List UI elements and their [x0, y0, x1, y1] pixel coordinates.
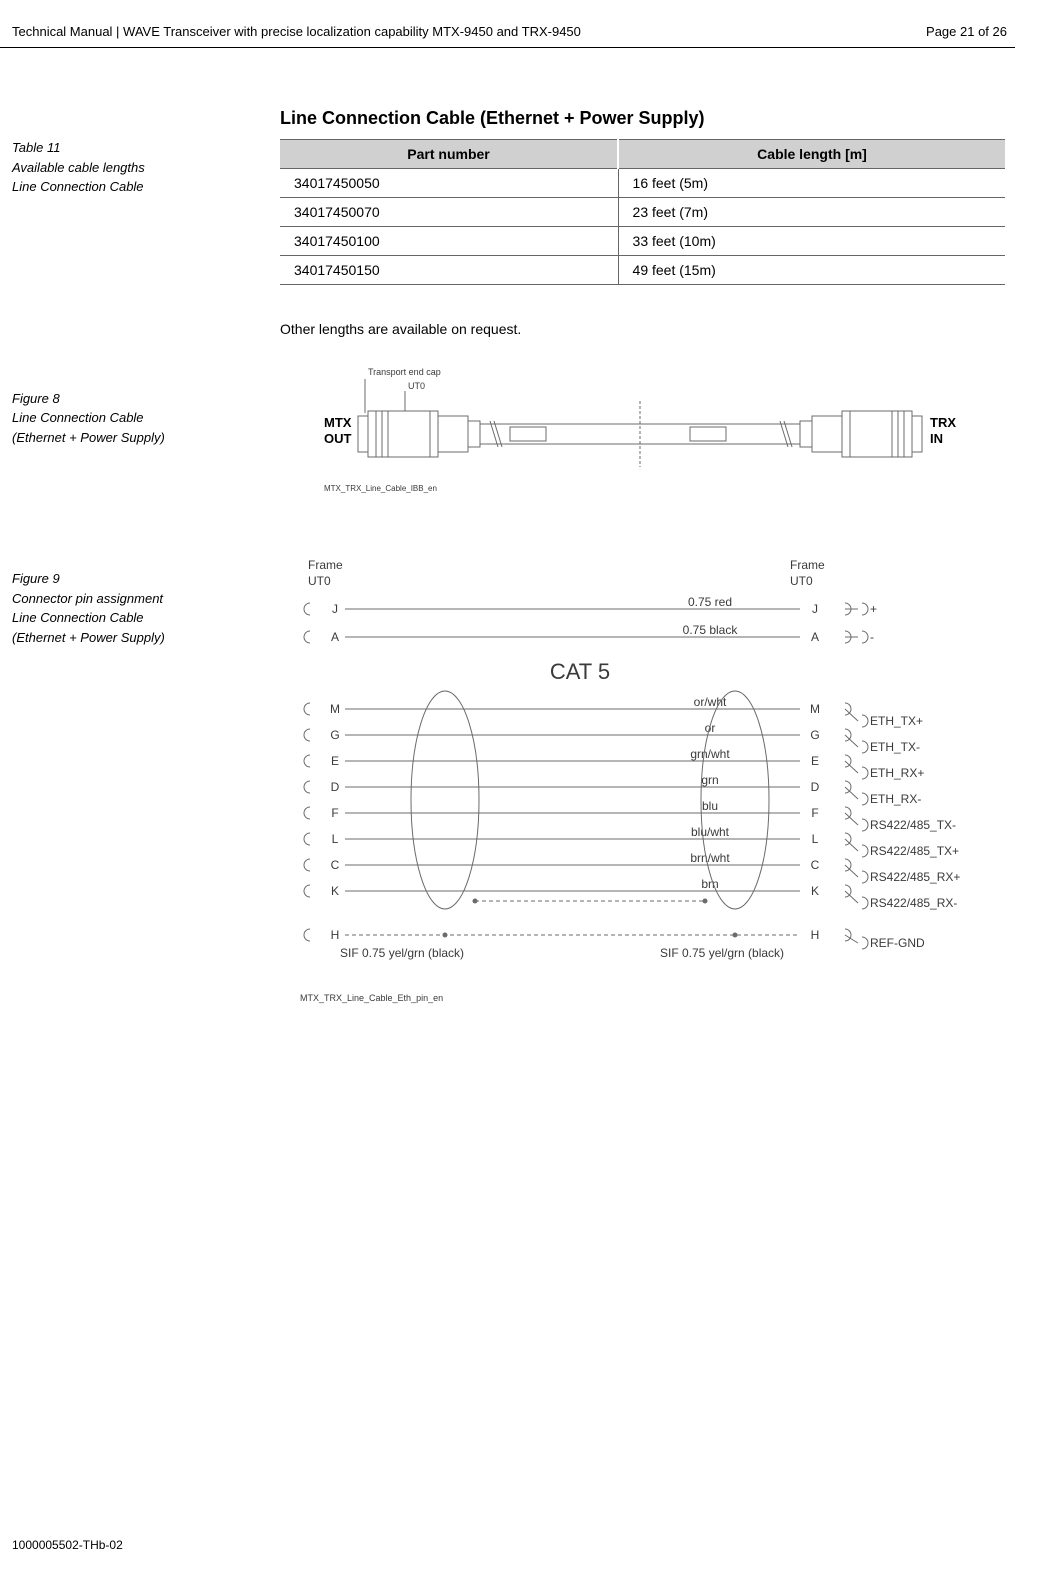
cell-cable-length: 33 feet (10m) [618, 227, 1005, 256]
svg-text:ETH_TX+: ETH_TX+ [870, 714, 923, 728]
label-transport-cap: Transport end cap [368, 367, 441, 377]
svg-text:M: M [330, 702, 340, 716]
label-mtx: MTX [324, 415, 352, 430]
caption-line: Available cable lengths [12, 158, 260, 178]
svg-text:F: F [811, 806, 818, 820]
svg-text:0.75 black: 0.75 black [683, 623, 739, 637]
svg-text:RS422/485_RX-: RS422/485_RX- [870, 896, 957, 910]
cell-part-number: 34017450150 [280, 256, 618, 285]
label-out: OUT [324, 431, 352, 446]
table11-caption: Table 11 Available cable lengths Line Co… [12, 138, 260, 197]
svg-text:G: G [330, 728, 339, 742]
svg-text:SIF 0.75 yel/grn (black): SIF 0.75 yel/grn (black) [340, 946, 464, 960]
header-right: Page 21 of 26 [926, 24, 1007, 39]
svg-text:+: + [870, 602, 877, 616]
svg-text:or: or [705, 721, 716, 735]
svg-text:L: L [332, 832, 339, 846]
svg-text:M: M [810, 702, 820, 716]
svg-text:MTX_TRX_Line_Cable_Eth_pin_en: MTX_TRX_Line_Cable_Eth_pin_en [300, 993, 443, 1003]
svg-text:ETH_RX-: ETH_RX- [870, 792, 921, 806]
cell-part-number: 34017450070 [280, 198, 618, 227]
svg-text:Frame: Frame [790, 558, 825, 572]
svg-text:G: G [810, 728, 819, 742]
cell-cable-length: 16 feet (5m) [618, 169, 1005, 198]
table-row: 3401745015049 feet (15m) [280, 256, 1005, 285]
svg-text:K: K [811, 884, 819, 898]
svg-text:UT0: UT0 [790, 574, 813, 588]
cable-svg: Transport end cap UT0 MTX OUT TRX IN MTX… [280, 361, 1000, 511]
svg-text:ETH_RX+: ETH_RX+ [870, 766, 924, 780]
svg-text:REF-GND: REF-GND [870, 936, 925, 950]
label-trx: TRX [930, 415, 956, 430]
svg-text:H: H [811, 928, 820, 942]
svg-text:J: J [812, 602, 818, 616]
figure-9: FrameUT0FrameUT0J0.75 redJ+A0.75 blackA-… [280, 551, 1005, 1031]
th-part-number: Part number [280, 140, 618, 169]
svg-text:H: H [331, 928, 340, 942]
svg-text:blu/wht: blu/wht [691, 825, 730, 839]
svg-text:L: L [812, 832, 819, 846]
caption-line: Line Connection Cable [12, 608, 260, 628]
caption-line: Line Connection Cable [12, 408, 260, 428]
svg-text:A: A [331, 630, 339, 644]
svg-text:K: K [331, 884, 339, 898]
page-header: Technical Manual | WAVE Transceiver with… [0, 20, 1015, 48]
caption-line: Figure 8 [12, 389, 260, 409]
cell-part-number: 34017450100 [280, 227, 618, 256]
svg-text:J: J [332, 602, 338, 616]
header-left: Technical Manual | WAVE Transceiver with… [12, 24, 581, 39]
svg-text:RS422/485_TX-: RS422/485_TX- [870, 818, 956, 832]
svg-text:or/wht: or/wht [694, 695, 727, 709]
figure9-caption: Figure 9 Connector pin assignment Line C… [12, 569, 260, 647]
svg-text:brn: brn [701, 877, 718, 891]
cell-cable-length: 23 feet (7m) [618, 198, 1005, 227]
svg-text:C: C [331, 858, 340, 872]
caption-line: (Ethernet + Power Supply) [12, 428, 260, 448]
svg-text:ETH_TX-: ETH_TX- [870, 740, 920, 754]
svg-text:RS422/485_TX+: RS422/485_TX+ [870, 844, 959, 858]
svg-text:SIF 0.75 yel/grn (black): SIF 0.75 yel/grn (black) [660, 946, 784, 960]
svg-text:0.75 red: 0.75 red [688, 595, 732, 609]
svg-text:D: D [331, 780, 340, 794]
figure-8: Transport end cap UT0 MTX OUT TRX IN MTX… [280, 361, 1005, 481]
table-row: 3401745010033 feet (10m) [280, 227, 1005, 256]
svg-text:blu: blu [702, 799, 718, 813]
table-row: 3401745005016 feet (5m) [280, 169, 1005, 198]
label-in: IN [930, 431, 943, 446]
table-row: 3401745007023 feet (7m) [280, 198, 1005, 227]
svg-text:grn/wht: grn/wht [690, 747, 730, 761]
svg-text:CAT 5: CAT 5 [550, 659, 610, 684]
label-ut0: UT0 [408, 381, 425, 391]
svg-text:C: C [811, 858, 820, 872]
svg-text:RS422/485_RX+: RS422/485_RX+ [870, 870, 960, 884]
note-other-lengths: Other lengths are available on request. [280, 321, 1005, 337]
caption-line: Figure 9 [12, 569, 260, 589]
svg-text:brn/wht: brn/wht [690, 851, 730, 865]
svg-text:-: - [870, 630, 874, 644]
figure8-caption: Figure 8 Line Connection Cable (Ethernet… [12, 389, 260, 448]
section-title: Line Connection Cable (Ethernet + Power … [280, 108, 1005, 129]
caption-line: Connector pin assignment [12, 589, 260, 609]
pin-svg: FrameUT0FrameUT0J0.75 redJ+A0.75 blackA-… [280, 551, 1000, 1031]
label-fig8-ref: MTX_TRX_Line_Cable_IBB_en [324, 484, 437, 493]
svg-text:grn: grn [701, 773, 718, 787]
th-cable-length: Cable length [m] [618, 140, 1005, 169]
caption-line: Line Connection Cable [12, 177, 260, 197]
svg-text:Frame: Frame [308, 558, 343, 572]
svg-text:A: A [811, 630, 819, 644]
caption-line: (Ethernet + Power Supply) [12, 628, 260, 648]
main-column: Line Connection Cable (Ethernet + Power … [280, 108, 1015, 1031]
svg-text:F: F [331, 806, 338, 820]
svg-text:UT0: UT0 [308, 574, 331, 588]
footer-docid: 1000005502-THb-02 [12, 1538, 123, 1552]
cable-length-table: Part number Cable length [m] 34017450050… [280, 139, 1005, 285]
svg-text:E: E [811, 754, 819, 768]
svg-text:E: E [331, 754, 339, 768]
caption-line: Table 11 [12, 138, 260, 158]
svg-text:D: D [811, 780, 820, 794]
cell-cable-length: 49 feet (15m) [618, 256, 1005, 285]
margin-column: Table 11 Available cable lengths Line Co… [0, 108, 280, 1031]
cell-part-number: 34017450050 [280, 169, 618, 198]
